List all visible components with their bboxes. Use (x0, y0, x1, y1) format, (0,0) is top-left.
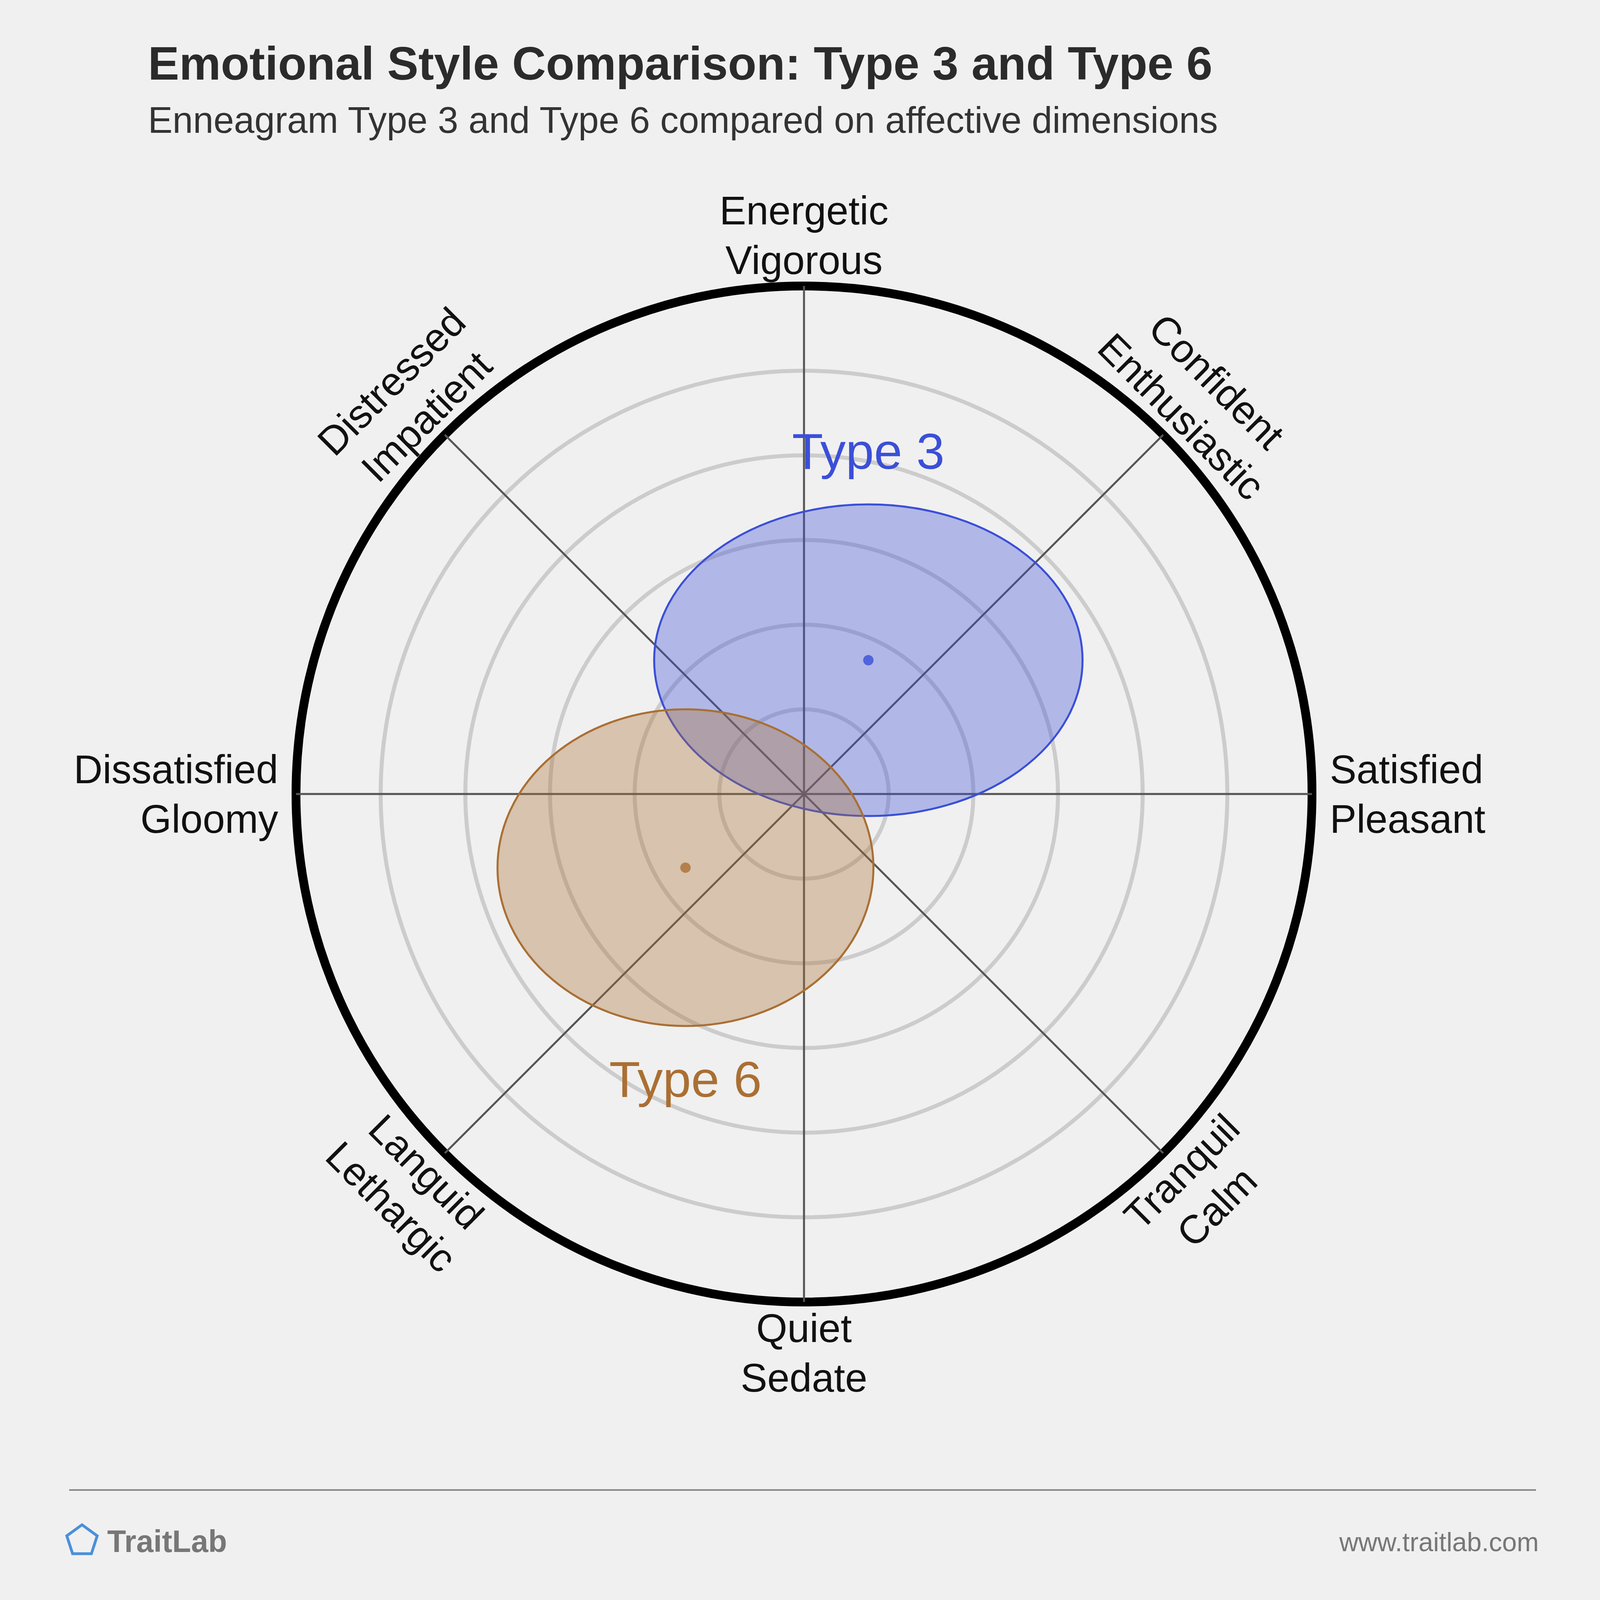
svg-text:Lethargic: Lethargic (317, 1132, 466, 1281)
svg-text:Satisfied: Satisfied (1329, 746, 1484, 792)
svg-text:Vigorous: Vigorous (725, 237, 883, 283)
svg-text:Enthusiastic: Enthusiastic (1089, 324, 1274, 509)
svg-text:Energetic: Energetic (719, 188, 889, 233)
svg-text:www.traitlab.com: www.traitlab.com (1338, 1527, 1539, 1557)
svg-text:Dissatisfied: Dissatisfied (73, 746, 278, 792)
svg-text:Quiet: Quiet (756, 1305, 852, 1351)
svg-text:Distressed: Distressed (308, 298, 474, 464)
svg-text:Confident: Confident (1140, 304, 1294, 458)
svg-text:Impatient: Impatient (352, 342, 501, 491)
svg-text:TraitLab: TraitLab (107, 1524, 228, 1559)
svg-text:Languid: Languid (360, 1105, 493, 1238)
html-text:Enneagram Type 3 and Type 6 co: Enneagram Type 3 and Type 6 compared on … (148, 99, 1218, 141)
svg-text:Type 3: Type 3 (792, 422, 945, 480)
svg-text:Sedate: Sedate (740, 1355, 868, 1400)
svg-text:Tranquil: Tranquil (1115, 1105, 1248, 1238)
svg-text:Gloomy: Gloomy (140, 796, 279, 842)
html-text:Emotional Style Comparison: Ty: Emotional Style Comparison: Type 3 and T… (148, 37, 1213, 90)
svg-text:Pleasant: Pleasant (1329, 796, 1486, 842)
svg-text:Type 6: Type 6 (609, 1050, 762, 1108)
svg-text:Calm: Calm (1168, 1158, 1266, 1256)
